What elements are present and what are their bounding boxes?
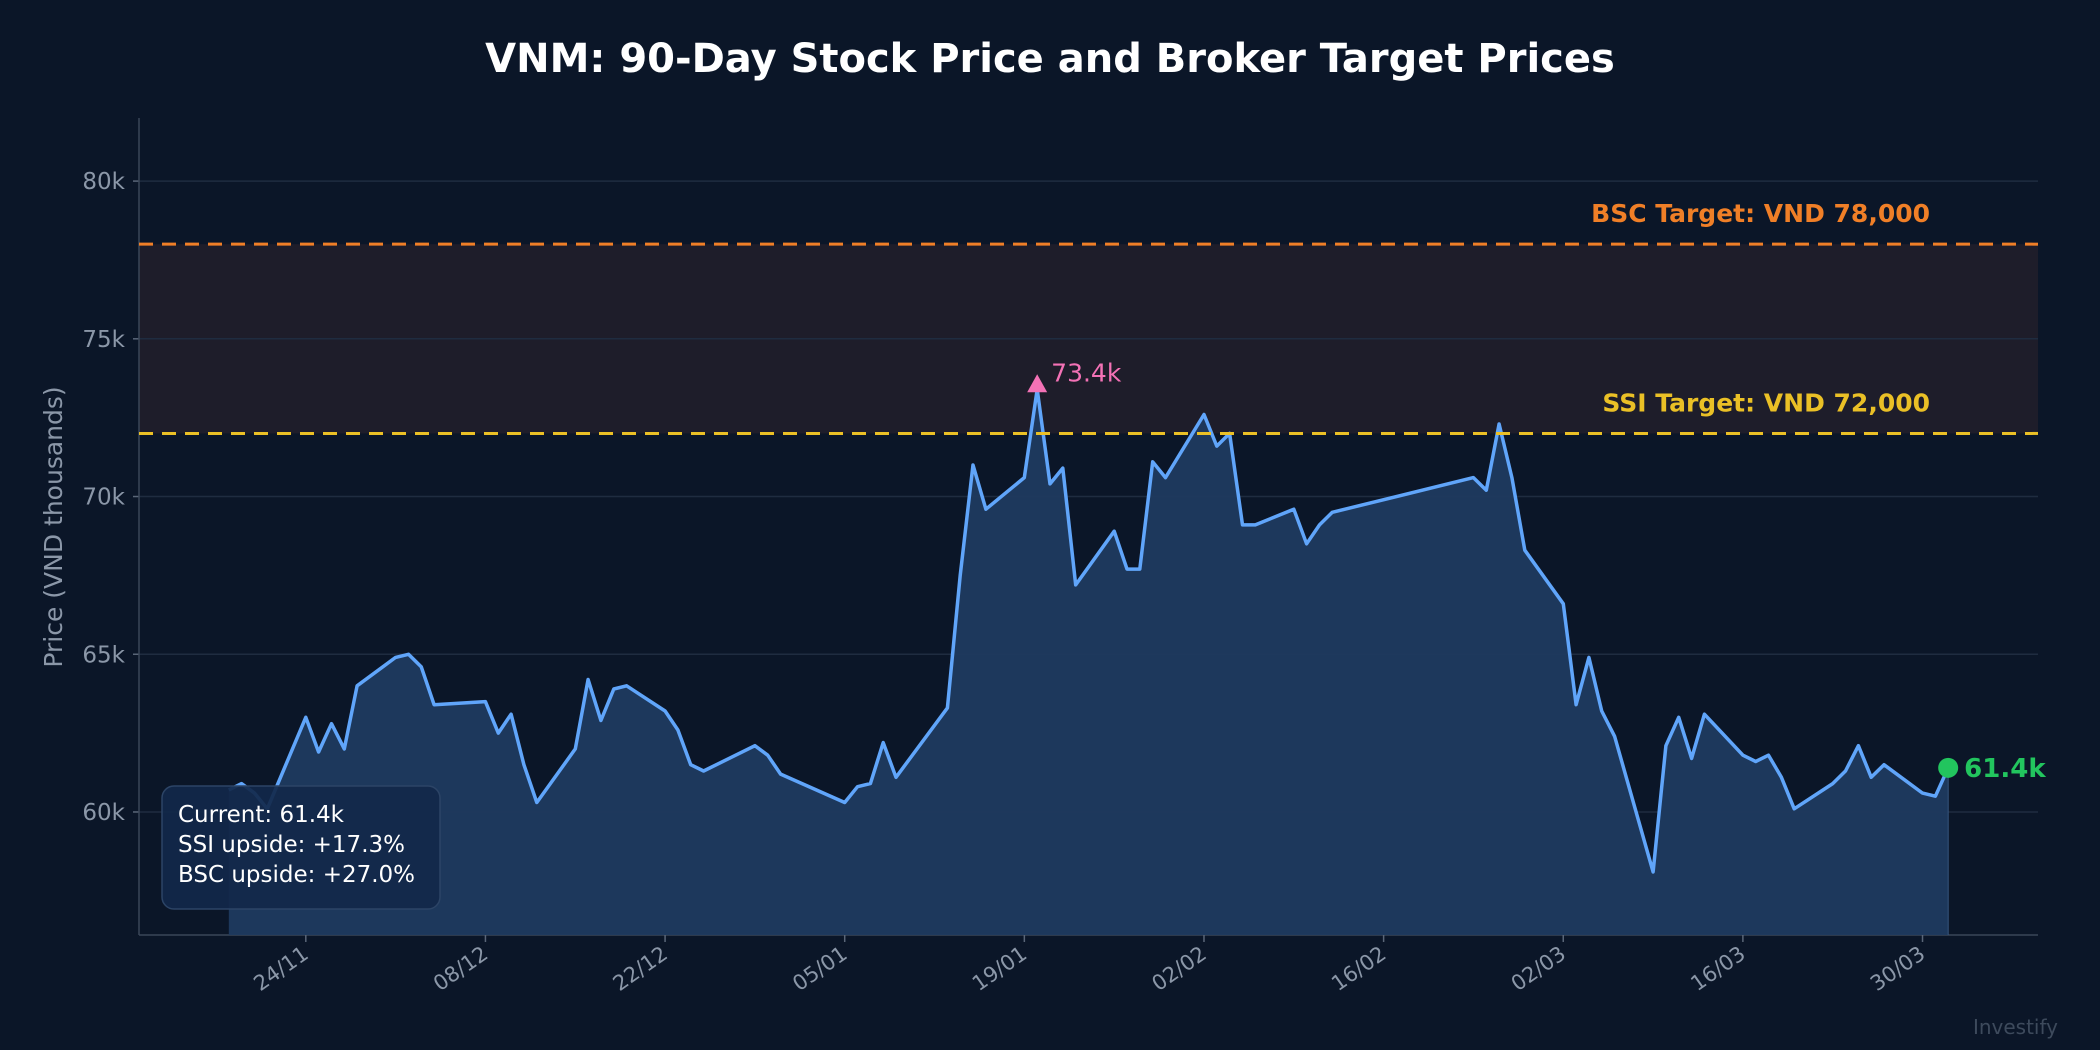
- y-tick-label: 65k: [82, 642, 125, 668]
- y-tick-label: 60k: [82, 800, 125, 826]
- bsc-target-label: BSC Target: VND 78,000: [1591, 199, 1930, 228]
- y-tick-label: 70k: [82, 485, 125, 511]
- current-price-label: 61.4k: [1964, 754, 2046, 784]
- summary-box: Current: 61.4k SSI upside: +17.3% BSC upsi…: [161, 785, 441, 910]
- summary-box-background: [161, 785, 441, 910]
- peak-label: 73.4k: [1051, 358, 1122, 387]
- summary-line: Current: 61.4k: [178, 802, 345, 828]
- watermark: Investify: [1973, 1015, 2058, 1039]
- chart-title: VNM: 90-Day Stock Price and Broker Targe…: [485, 36, 1615, 82]
- y-tick-label: 80k: [82, 169, 125, 195]
- current-price-dot: [1938, 757, 1959, 778]
- summary-line: SSI upside: +17.3%: [178, 832, 405, 858]
- ssi-target-label: SSI Target: VND 72,000: [1602, 388, 1930, 417]
- y-axis-label: Price (VND thousands): [39, 386, 68, 667]
- y-tick-label: 75k: [82, 327, 125, 353]
- peak-triangle-icon: [1027, 374, 1048, 393]
- summary-line: BSC upside: +27.0%: [178, 862, 415, 888]
- price-area-fill: [228, 389, 1949, 935]
- price-line: [228, 387, 1950, 874]
